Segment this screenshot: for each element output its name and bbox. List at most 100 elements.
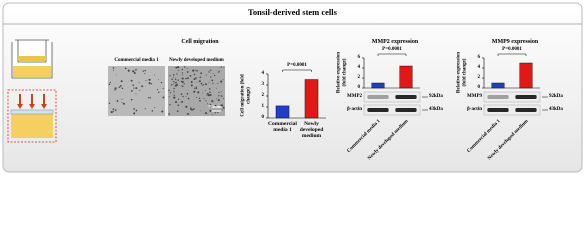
y-tick-label: 6	[477, 55, 481, 60]
y-axis-label: Cell migration (fold change)	[240, 74, 252, 117]
cell-dot	[171, 78, 173, 81]
cell-dot	[202, 84, 204, 86]
figure-shapes	[2, 2, 583, 173]
cell-dot	[202, 92, 204, 94]
cell-dot	[157, 79, 159, 81]
cell-dot	[112, 110, 114, 113]
blot-band	[367, 108, 389, 112]
blot-background	[483, 91, 541, 103]
blot-band	[367, 95, 389, 99]
y-tick-label: 4	[477, 65, 481, 70]
cell-dot	[108, 83, 111, 86]
cell-dot	[185, 96, 187, 97]
y-axis-label: Relative expression (fold change)	[456, 51, 468, 94]
cell-dot	[214, 112, 216, 114]
cell-dot	[144, 72, 146, 75]
cell-dot	[195, 87, 198, 90]
cell-dot	[212, 72, 214, 74]
cell-dot	[205, 83, 207, 86]
cell-dot	[175, 100, 177, 103]
cell-dot	[135, 109, 138, 112]
annotation: P=0.0001	[382, 47, 402, 52]
cell-dot	[197, 81, 199, 83]
cell-dot	[222, 79, 224, 81]
cell-dot	[183, 83, 185, 85]
cell-dot	[182, 85, 184, 88]
cell-dot	[190, 81, 193, 83]
cell-dot	[109, 81, 111, 84]
cell-dot	[189, 74, 192, 77]
cell-dot	[223, 67, 225, 69]
cell-dot	[135, 87, 138, 90]
cell-dot	[181, 74, 183, 76]
cell-dot	[193, 90, 196, 93]
cell-dot	[175, 66, 178, 69]
cell-dot	[108, 102, 111, 105]
cell-dot	[180, 85, 182, 87]
cell-dot	[173, 90, 175, 92]
blot-band	[487, 95, 509, 99]
y-tick-label: 2	[477, 75, 481, 80]
significance-bracket	[377, 53, 407, 56]
cell-dot	[112, 108, 115, 110]
scale-bar-label: 0.5mm	[208, 104, 222, 109]
blot-band	[487, 108, 509, 112]
micrograph	[168, 66, 225, 116]
cell-dot	[222, 106, 225, 109]
cell-dot	[144, 69, 146, 72]
cell-dot	[142, 70, 145, 72]
cell-dot	[195, 69, 197, 71]
cell-dot	[214, 104, 217, 107]
cell-dot	[209, 106, 212, 109]
cell-dot	[218, 71, 221, 73]
cell-dot	[216, 87, 217, 89]
cell-dot	[220, 95, 222, 97]
cell-dot	[211, 79, 214, 82]
cell-dot	[135, 69, 137, 71]
cell-dot	[209, 109, 212, 112]
cell-dot	[121, 98, 123, 100]
cell-dot	[204, 90, 206, 92]
cell-dot	[186, 67, 188, 69]
cell-dot	[127, 69, 130, 72]
cell-dot	[158, 91, 160, 94]
cell-dot	[144, 108, 146, 110]
cell-dot	[214, 74, 216, 77]
cell-dot	[138, 82, 140, 84]
cell-dot	[221, 91, 223, 93]
cell-dot	[200, 82, 203, 85]
cell-dot	[220, 66, 222, 68]
cell-dot	[118, 86, 121, 88]
cell-dot	[206, 100, 207, 102]
blot-band	[515, 108, 537, 112]
cell-dot	[173, 91, 175, 93]
cell-dot	[208, 81, 210, 83]
cell-dot	[154, 106, 156, 108]
cell-dot	[148, 82, 151, 85]
transwell-top	[11, 39, 53, 79]
cell-dot	[181, 68, 184, 71]
blot-label: β-actin	[467, 107, 482, 112]
cell-dot	[181, 77, 184, 80]
cell-dot	[211, 114, 213, 116]
cell-dot	[177, 66, 180, 69]
blot-band	[395, 95, 417, 99]
cell-dot	[121, 102, 123, 104]
cell-dot	[221, 104, 224, 107]
cell-dot	[121, 87, 124, 90]
cell-dot	[135, 93, 137, 95]
cell-dot	[221, 109, 223, 111]
cell-dot	[133, 72, 136, 74]
annotation: P=0.0001	[502, 47, 522, 52]
cell-dot	[209, 91, 211, 94]
cell-dot	[151, 110, 154, 112]
cell-dot	[198, 97, 201, 99]
cell-dot	[218, 91, 220, 94]
y-tick-label: 3	[261, 82, 265, 87]
significance-bracket	[282, 69, 312, 72]
y-tick-label: 1	[261, 104, 265, 109]
cell-dot	[187, 112, 190, 115]
bar	[304, 79, 319, 119]
blot-label: β-actin	[347, 107, 362, 112]
y-tick-label: 0	[261, 115, 265, 120]
